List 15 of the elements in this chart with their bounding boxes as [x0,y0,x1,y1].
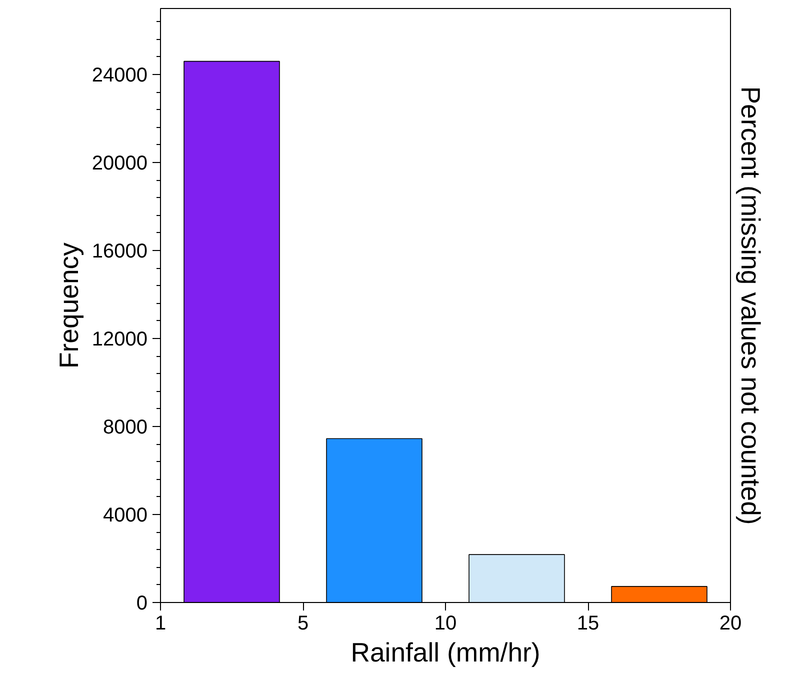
y-tick-label: 20000 [92,152,148,174]
y-tick-label: 12000 [92,328,148,350]
y-tick-label: 16000 [92,240,148,262]
text: 1 [154,612,166,634]
y-tick-label: 4000 [103,504,148,526]
y-tick-label: 24000 [92,64,148,86]
y-tick-label: 8000 [103,416,148,438]
text: 5 [297,612,309,634]
text: 15 [576,612,600,634]
text: 10 [434,612,457,634]
x-axis-title: Rainfall (mm/hr) [350,638,540,668]
text: 20 [719,612,742,634]
y-tick-label: 0 [136,592,148,614]
y-axis-title: Frequency [54,242,84,368]
y2-axis-title: Percent (missing values not counted) [736,86,766,525]
